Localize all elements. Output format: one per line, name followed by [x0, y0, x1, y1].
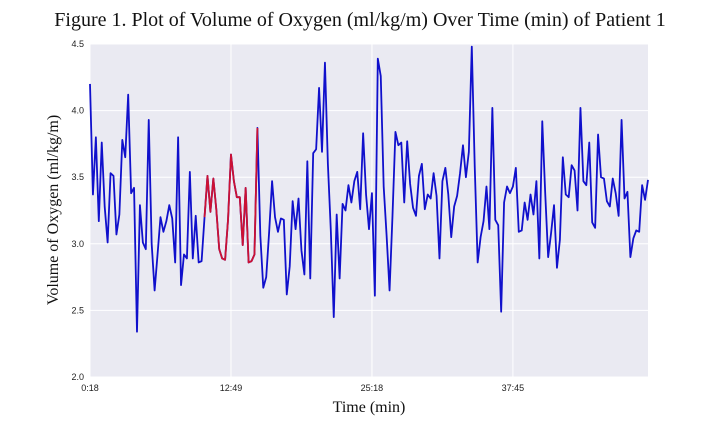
highlighted-segment-line — [203, 127, 259, 264]
x-tick-label: 37:45 — [502, 383, 525, 393]
x-tick-label: 25:18 — [361, 383, 384, 393]
chart-title: Figure 1. Plot of Volume of Oxygen (ml/k… — [54, 9, 665, 31]
x-tick-labels: 0:18 12:49 25:18 37:45 — [81, 383, 524, 393]
oxygen-volume-line — [89, 45, 649, 333]
y-tick-label: 2.5 — [71, 305, 84, 315]
y-axis-label: Volume of Oxygen (ml/kg/m) — [45, 115, 62, 305]
y-tick-label: 2.0 — [71, 372, 84, 382]
data-series — [89, 45, 649, 333]
y-tick-label: 4.5 — [71, 39, 84, 49]
x-tick-label: 0:18 — [81, 383, 99, 393]
x-axis-label: Time (min) — [333, 399, 406, 416]
y-tick-label: 3.5 — [71, 172, 84, 182]
y-tick-label: 4.0 — [71, 106, 84, 116]
x-tick-label: 12:49 — [220, 383, 243, 393]
y-tick-labels: 2.0 2.5 3.0 3.5 4.0 4.5 — [71, 39, 84, 382]
plot-area — [90, 44, 648, 377]
y-tick-label: 3.0 — [71, 239, 84, 249]
